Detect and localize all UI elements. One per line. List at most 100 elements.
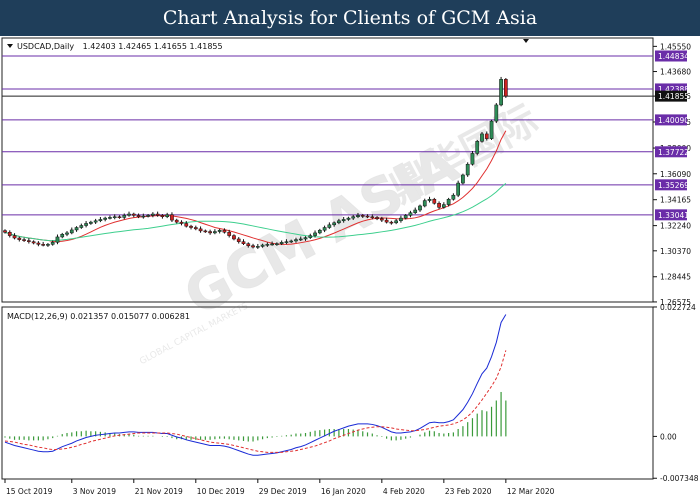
svg-text:USDCAD,Daily 1.42403 1.4: USDCAD,Daily 1.42403 1.42465 1.41655 1.4… <box>17 42 223 51</box>
candle <box>174 218 179 224</box>
date-tick-label: 16 Jan 2020 <box>321 487 366 496</box>
level-badge-2 <box>655 114 687 126</box>
candle-body <box>332 222 336 226</box>
current-bar-marker-icon <box>523 39 529 43</box>
candle-body <box>265 244 270 246</box>
candle-body <box>494 104 499 122</box>
candle-body <box>46 244 50 246</box>
candle <box>198 226 203 233</box>
candle <box>241 239 246 246</box>
candle <box>294 237 298 243</box>
candle <box>65 231 69 237</box>
candle <box>351 214 356 220</box>
candle-body <box>41 244 46 246</box>
candle-body <box>7 231 12 236</box>
candle-body <box>475 141 480 154</box>
candle-body <box>313 232 317 236</box>
date-tick-label: 23 Feb 2020 <box>445 487 492 496</box>
price-tick-label: 1.36090 <box>660 170 691 179</box>
moving-average-fast-line <box>4 130 507 245</box>
candle <box>284 239 289 245</box>
candle <box>494 103 499 123</box>
candle-body <box>170 214 174 221</box>
candle-body <box>308 235 313 238</box>
page-title: Chart Analysis for Clients of GCM Asia <box>162 7 538 29</box>
candle-body <box>174 219 179 223</box>
candle <box>379 216 384 222</box>
candle-body <box>222 229 227 233</box>
chart-area[interactable]: GCM ASIA 鼎华国际 GLOBAL CAPITAL MARKETS 1.4… <box>0 36 700 500</box>
candle <box>227 229 232 238</box>
candle-body <box>217 229 222 232</box>
candle <box>103 216 108 222</box>
level-badge-label: 1.35269 <box>658 181 689 190</box>
candle <box>465 162 470 177</box>
candle-body <box>27 240 31 242</box>
candle-body <box>98 219 103 222</box>
level-badge-0 <box>655 50 687 62</box>
candle <box>60 232 65 239</box>
candle <box>427 196 432 203</box>
candle <box>279 240 284 246</box>
collapse-triangle-icon[interactable] <box>7 44 13 48</box>
candle <box>151 212 155 218</box>
level-badge-label: 1.37722 <box>658 148 689 157</box>
candle <box>298 236 303 241</box>
candle <box>213 229 217 235</box>
candle <box>22 237 26 242</box>
candle <box>236 237 241 244</box>
candle <box>255 243 260 249</box>
candle <box>289 239 294 244</box>
price-tick-label: 1.45550 <box>660 42 691 51</box>
candle-body <box>346 217 351 220</box>
candle-body <box>403 215 408 219</box>
candle <box>370 214 375 220</box>
candle-body <box>79 225 84 228</box>
candle <box>74 226 79 232</box>
candle <box>332 221 336 227</box>
candle-body <box>165 214 170 217</box>
candle-body <box>60 233 65 238</box>
candle-body <box>456 182 460 196</box>
candle-body <box>232 235 236 240</box>
candle <box>17 236 22 242</box>
candle-body <box>465 163 470 176</box>
candle-body <box>370 216 375 218</box>
candle-body <box>155 213 160 216</box>
candle <box>112 214 117 220</box>
candle-body <box>193 227 198 230</box>
candle-body <box>379 218 384 221</box>
candle-body <box>198 228 203 232</box>
candle <box>337 218 341 225</box>
candle-body <box>89 221 93 224</box>
candle-body <box>270 243 274 246</box>
candle <box>356 212 360 219</box>
candle-body <box>251 245 255 248</box>
candle-body <box>208 231 212 234</box>
level-badge-label: 1.42388 <box>658 85 689 94</box>
candle-body <box>384 219 389 223</box>
candle <box>480 132 484 143</box>
macd-line <box>4 314 507 456</box>
candle-body <box>389 221 394 224</box>
candle-body <box>179 221 184 224</box>
candle <box>127 211 131 217</box>
candle <box>122 213 127 220</box>
date-tick-label: 10 Dec 2019 <box>197 487 245 496</box>
candle <box>203 229 208 233</box>
candle <box>365 214 370 219</box>
candle <box>170 212 174 222</box>
candle <box>7 230 12 238</box>
candle <box>55 234 60 245</box>
candle <box>222 228 227 234</box>
candle <box>346 216 351 221</box>
date-tick-label: 15 Oct 2019 <box>6 487 53 496</box>
candle <box>489 119 494 140</box>
candle <box>84 221 88 228</box>
candle <box>27 238 31 244</box>
current-price-label: 1.41855 <box>658 92 689 101</box>
candle <box>303 236 308 241</box>
candle <box>317 228 322 235</box>
candle-body <box>12 235 17 239</box>
candle <box>69 227 74 235</box>
